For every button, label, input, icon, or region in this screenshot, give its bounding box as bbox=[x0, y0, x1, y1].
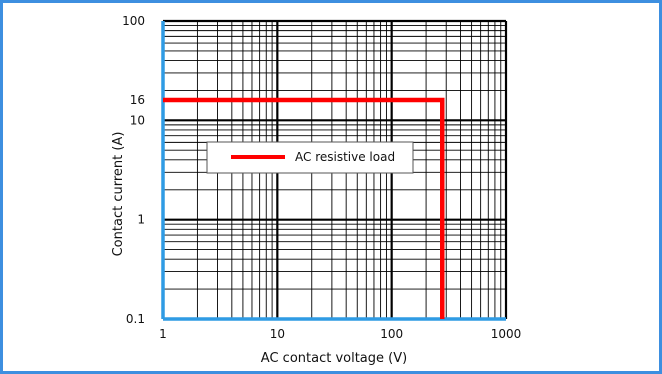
x-tick-label: 1000 bbox=[491, 327, 522, 341]
series bbox=[163, 97, 445, 319]
tick-labels: 1 10 100 1000 0.1 1 10 16 100 bbox=[122, 14, 521, 341]
y-tick-label: 0.1 bbox=[126, 312, 145, 326]
x-tick-label: 1 bbox=[159, 327, 167, 341]
x-axis-title: AC contact voltage (V) bbox=[261, 351, 407, 366]
legend: AC resistive load bbox=[206, 141, 414, 174]
axes bbox=[161, 21, 506, 321]
series-line bbox=[163, 97, 445, 319]
y-tick-label: 1 bbox=[137, 213, 145, 227]
x-tick-label: 10 bbox=[270, 327, 285, 341]
y-tick-label: 10 bbox=[130, 113, 145, 127]
legend-label: AC resistive load bbox=[295, 150, 395, 164]
x-tick-label: 100 bbox=[380, 327, 403, 341]
y-tick-label: 16 bbox=[130, 93, 145, 107]
y-axis-title: Contact current (A) bbox=[111, 132, 126, 257]
y-tick-label: 100 bbox=[122, 14, 145, 28]
